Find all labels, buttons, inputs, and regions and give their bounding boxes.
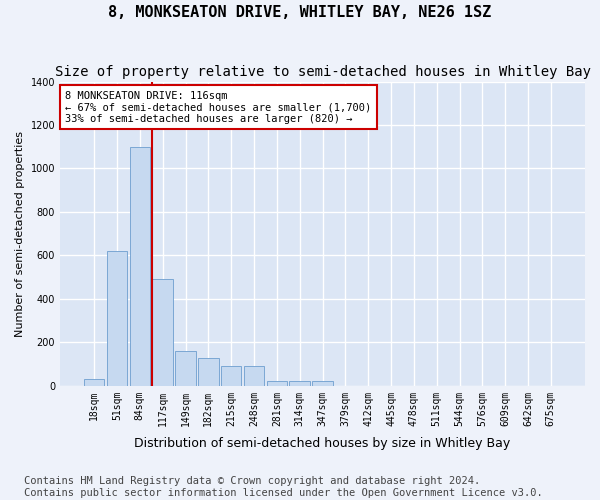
Bar: [130, 146, 150, 386]
Bar: [244, 366, 264, 386]
Bar: [107, 251, 127, 386]
Text: 8, MONKSEATON DRIVE, WHITLEY BAY, NE26 1SZ: 8, MONKSEATON DRIVE, WHITLEY BAY, NE26 1…: [109, 5, 491, 20]
Bar: [152, 280, 173, 386]
Text: Contains HM Land Registry data © Crown copyright and database right 2024.
Contai: Contains HM Land Registry data © Crown c…: [24, 476, 543, 498]
X-axis label: Distribution of semi-detached houses by size in Whitley Bay: Distribution of semi-detached houses by …: [134, 437, 511, 450]
Y-axis label: Number of semi-detached properties: Number of semi-detached properties: [15, 130, 25, 336]
Bar: [175, 351, 196, 386]
Bar: [266, 382, 287, 386]
Bar: [221, 366, 241, 386]
Bar: [289, 382, 310, 386]
Bar: [198, 358, 218, 386]
Bar: [312, 382, 333, 386]
Text: 8 MONKSEATON DRIVE: 116sqm
← 67% of semi-detached houses are smaller (1,700)
33%: 8 MONKSEATON DRIVE: 116sqm ← 67% of semi…: [65, 90, 371, 124]
Title: Size of property relative to semi-detached houses in Whitley Bay: Size of property relative to semi-detach…: [55, 65, 590, 79]
Bar: [84, 380, 104, 386]
